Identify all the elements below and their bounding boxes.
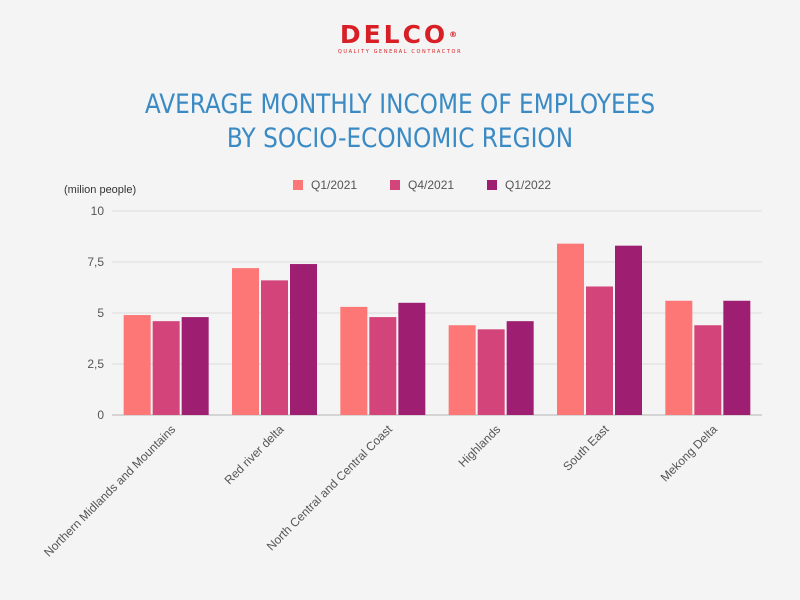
bar-Q1-2021-3 <box>448 325 476 415</box>
bar-Q4-2021-5 <box>694 325 722 415</box>
y-tick-label: 5 <box>97 306 104 320</box>
legend-label: Q1/2021 <box>311 178 357 192</box>
legend-swatch <box>487 180 497 190</box>
bar-Q1-2021-5 <box>665 300 693 415</box>
logo-wordmark: DELCO® <box>339 20 461 49</box>
bar-Q1-2022-0 <box>181 317 209 415</box>
x-category-label: Northern Midlands and Mountains <box>41 422 178 559</box>
chart-title-line-2: BY SOCIO-ECONOMIC REGION <box>226 123 574 154</box>
x-category-label: North Central and Central Coast <box>264 422 396 554</box>
y-tick-label: 7,5 <box>87 255 104 269</box>
bar-Q1-2022-2 <box>398 302 426 415</box>
bar-Q1-2021-0 <box>123 315 151 415</box>
legend-swatch <box>390 180 400 190</box>
y-unit-label: (milion people) <box>64 184 136 196</box>
y-tick-label: 2,5 <box>87 357 104 371</box>
x-category-label: Highlands <box>456 422 504 470</box>
bar-Q4-2021-2 <box>369 317 397 415</box>
x-category-label: South East <box>560 422 612 474</box>
legend-label: Q4/2021 <box>408 178 454 192</box>
chart-title-line-1: AVERAGE MONTHLY INCOME OF EMPLOYEES <box>144 89 656 120</box>
bar-Q1-2021-4 <box>557 243 584 415</box>
y-tick-label: 10 <box>91 204 105 218</box>
bar-Q1-2022-3 <box>506 321 534 415</box>
bar-Q1-2022-5 <box>723 300 751 415</box>
bar-Q4-2021-4 <box>586 286 613 415</box>
y-tick-label: 0 <box>97 408 104 422</box>
legend-label: Q1/2022 <box>505 178 551 192</box>
chart-title: AVERAGE MONTHLY INCOME OF EMPLOYEES BY S… <box>56 88 744 156</box>
delco-logo: DELCO® QUALITY GENERAL CONTRACTOR <box>0 20 800 56</box>
bar-Q1-2022-1 <box>290 264 317 415</box>
legend-swatch <box>293 180 303 190</box>
x-category-label: Mekong Delta <box>658 422 720 484</box>
bar-Q4-2021-1 <box>261 280 288 415</box>
x-category-label: Red river delta <box>222 422 287 487</box>
bar-Q1-2021-1 <box>232 268 259 415</box>
bar-Q1-2022-4 <box>615 245 642 415</box>
logo-tagline: QUALITY GENERAL CONTRACTOR <box>337 49 463 55</box>
bar-Q4-2021-0 <box>152 321 180 415</box>
bar-Q4-2021-3 <box>477 329 505 415</box>
bar-Q1-2021-2 <box>340 306 368 415</box>
registered-mark: ® <box>449 30 461 39</box>
